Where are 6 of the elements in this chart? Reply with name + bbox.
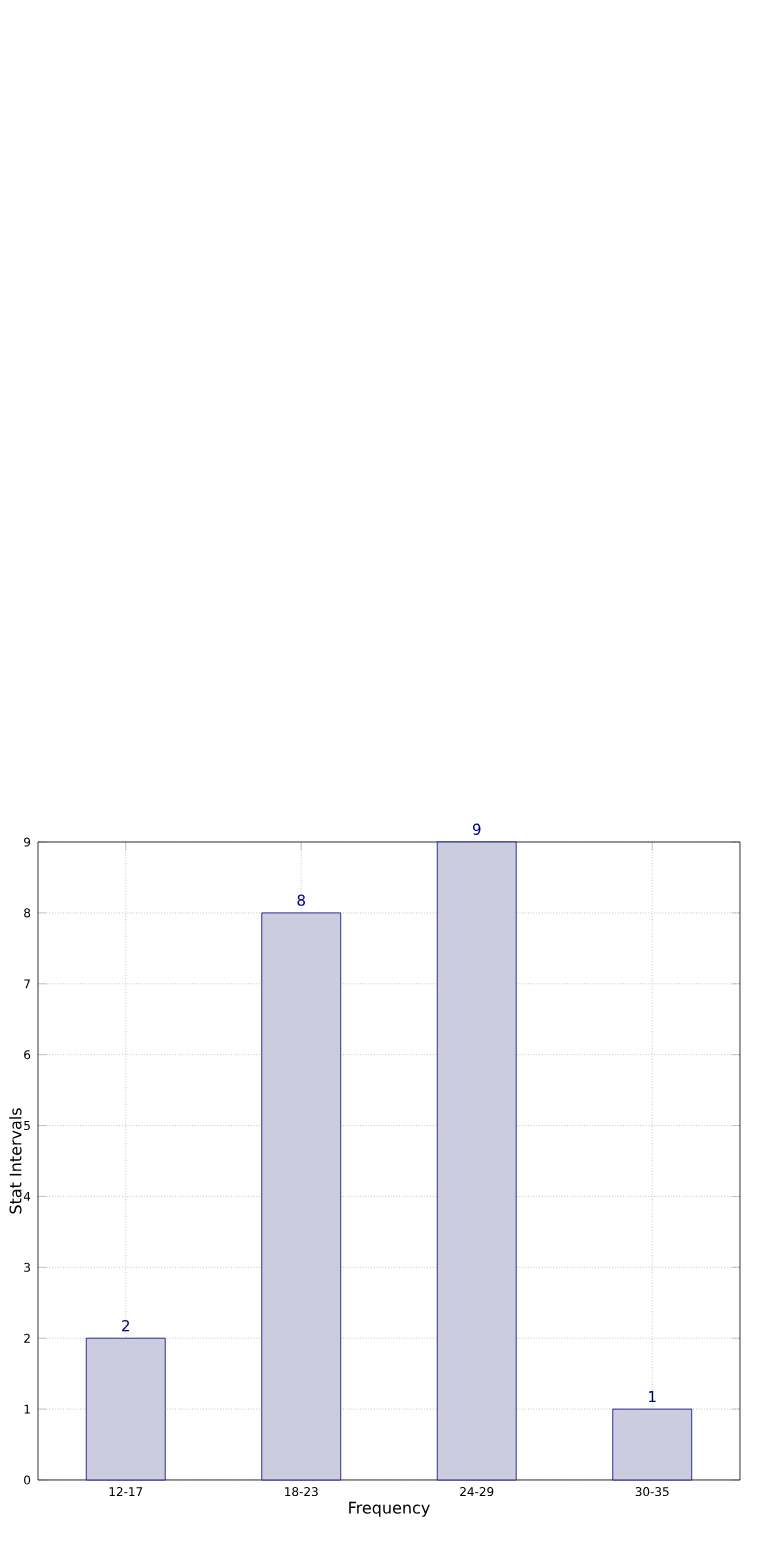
y-axis-title: Stat Intervals [9,1108,22,1214]
bar [612,1408,693,1481]
bar [85,1337,166,1481]
bar [261,912,342,1481]
x-axis-title: Frequency [349,1501,430,1517]
bar [436,841,517,1481]
